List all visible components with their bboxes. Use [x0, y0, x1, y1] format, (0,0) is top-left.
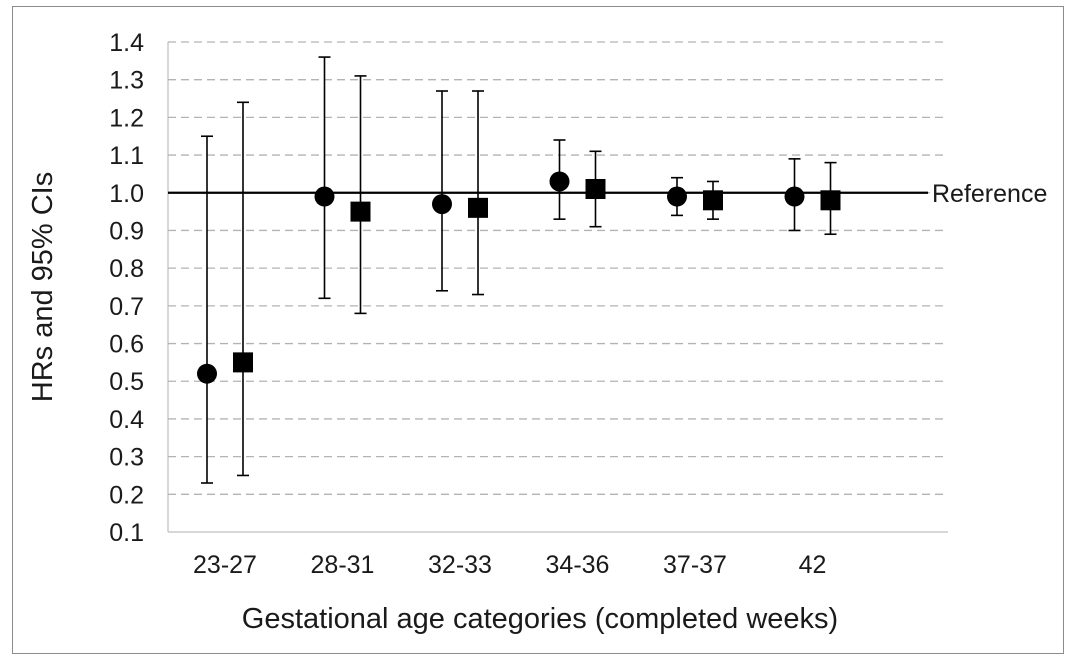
error-bars: [201, 56, 837, 484]
y-tick-label: 0.1: [109, 519, 144, 547]
y-tick-label: 0.2: [109, 481, 144, 509]
gridlines: [167, 41, 948, 533]
x-axis-title: Gestational age categories (completed we…: [242, 603, 838, 635]
x-tick-label: 23-27: [193, 551, 257, 579]
square-point: [585, 179, 606, 199]
y-tick-label: 0.6: [109, 331, 144, 359]
square-point: [703, 190, 723, 211]
x-tick-label: 37-37: [663, 551, 727, 579]
circle-point: [784, 186, 805, 207]
square-point: [350, 201, 371, 222]
y-tick-label: 1.4: [109, 29, 144, 57]
circle-point: [432, 194, 452, 215]
x-tick-label: 32-33: [428, 551, 492, 579]
square-point: [468, 197, 488, 218]
chart-frame: [12, 6, 1064, 654]
y-tick-label: 0.7: [109, 293, 144, 321]
y-tick-label: 1.3: [109, 67, 144, 95]
x-tick-label: 28-31: [311, 551, 375, 579]
y-tick-label: 1.2: [109, 104, 144, 132]
x-tick-labels: 23-27 28-31 32-33 34-36 37-37 42: [193, 551, 826, 579]
y-tick-label: 0.9: [109, 217, 144, 245]
square-point: [233, 352, 253, 373]
y-tick-label: 0.8: [109, 255, 144, 283]
x-tick-label: 34-36: [546, 551, 610, 579]
y-tick-label: 1.0: [109, 180, 144, 208]
y-tick-label: 0.3: [109, 444, 144, 472]
square-point: [820, 190, 841, 211]
y-tick-labels: 0.1 0.2 0.3 0.4 0.5 0.6 0.7 0.8 0.9 1.0 1.1 1.2 1.3 1…: [109, 29, 144, 547]
y-tick-label: 1.1: [109, 142, 144, 170]
circle-point: [549, 171, 570, 192]
x-tick-label: 42: [799, 551, 827, 579]
reference-label: Reference: [932, 180, 1047, 208]
circle-point: [197, 363, 217, 384]
y-tick-label: 0.5: [109, 368, 144, 396]
point-markers: [197, 171, 841, 384]
y-tick-label: 0.4: [109, 406, 144, 434]
y-axis-title: HRs and 95% CIs: [27, 172, 59, 403]
circle-point: [314, 186, 335, 207]
reference-line-group: Reference: [168, 180, 1047, 208]
circle-point: [667, 186, 687, 207]
